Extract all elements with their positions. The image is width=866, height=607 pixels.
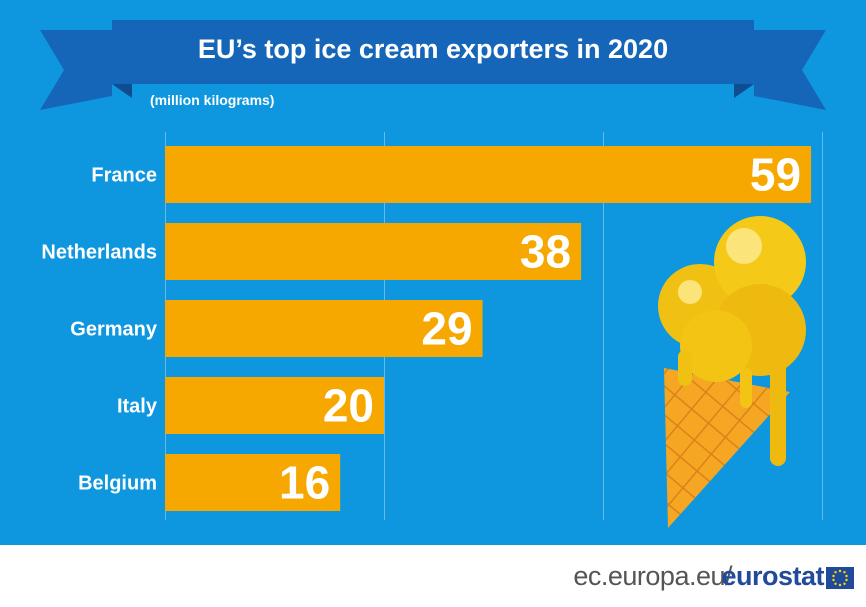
- bar-germany: [165, 300, 483, 357]
- source-url[interactable]: ec.europa.eu/: [573, 561, 732, 591]
- category-label: France: [91, 165, 157, 187]
- value-label: 38: [520, 226, 571, 278]
- chart-subtitle: (million kilograms): [150, 92, 275, 108]
- value-label: 16: [279, 457, 330, 509]
- bar-belgium: [165, 454, 341, 511]
- bars: France 59 Netherlands 38 Germany 29 Italy 20 Bel…: [41, 146, 812, 511]
- footer: ec.europa.eu/ eurostat: [0, 545, 866, 607]
- value-label: 59: [750, 149, 801, 201]
- bar-france: [165, 146, 812, 203]
- banner-right-tail: [754, 30, 826, 110]
- banner-left-tail: [40, 30, 112, 110]
- value-label: 20: [323, 380, 374, 432]
- brand-logo-text: eurostat: [721, 561, 824, 591]
- bar-chart: France 59 Netherlands 38 Germany 29 Italy 20 Bel…: [40, 20, 826, 528]
- ice-cream-cone-icon: [658, 216, 806, 528]
- eu-flag-icon: [826, 567, 854, 589]
- category-label: Belgium: [78, 473, 157, 495]
- banner-left-fold: [112, 84, 132, 98]
- value-label: 29: [421, 303, 472, 355]
- chart-panel: France 59 Netherlands 38 Germany 29 Italy 20 Bel…: [0, 0, 866, 545]
- bar-italy: [165, 377, 384, 434]
- category-label: Italy: [117, 396, 158, 418]
- banner-body: [112, 20, 754, 84]
- chart-title: EU’s top ice cream exporters in 2020: [197, 34, 669, 64]
- title-banner: [40, 20, 826, 110]
- bar-netherlands: [165, 223, 582, 280]
- banner-right-fold: [734, 84, 754, 98]
- category-label: Netherlands: [41, 242, 157, 264]
- category-label: Germany: [70, 319, 158, 341]
